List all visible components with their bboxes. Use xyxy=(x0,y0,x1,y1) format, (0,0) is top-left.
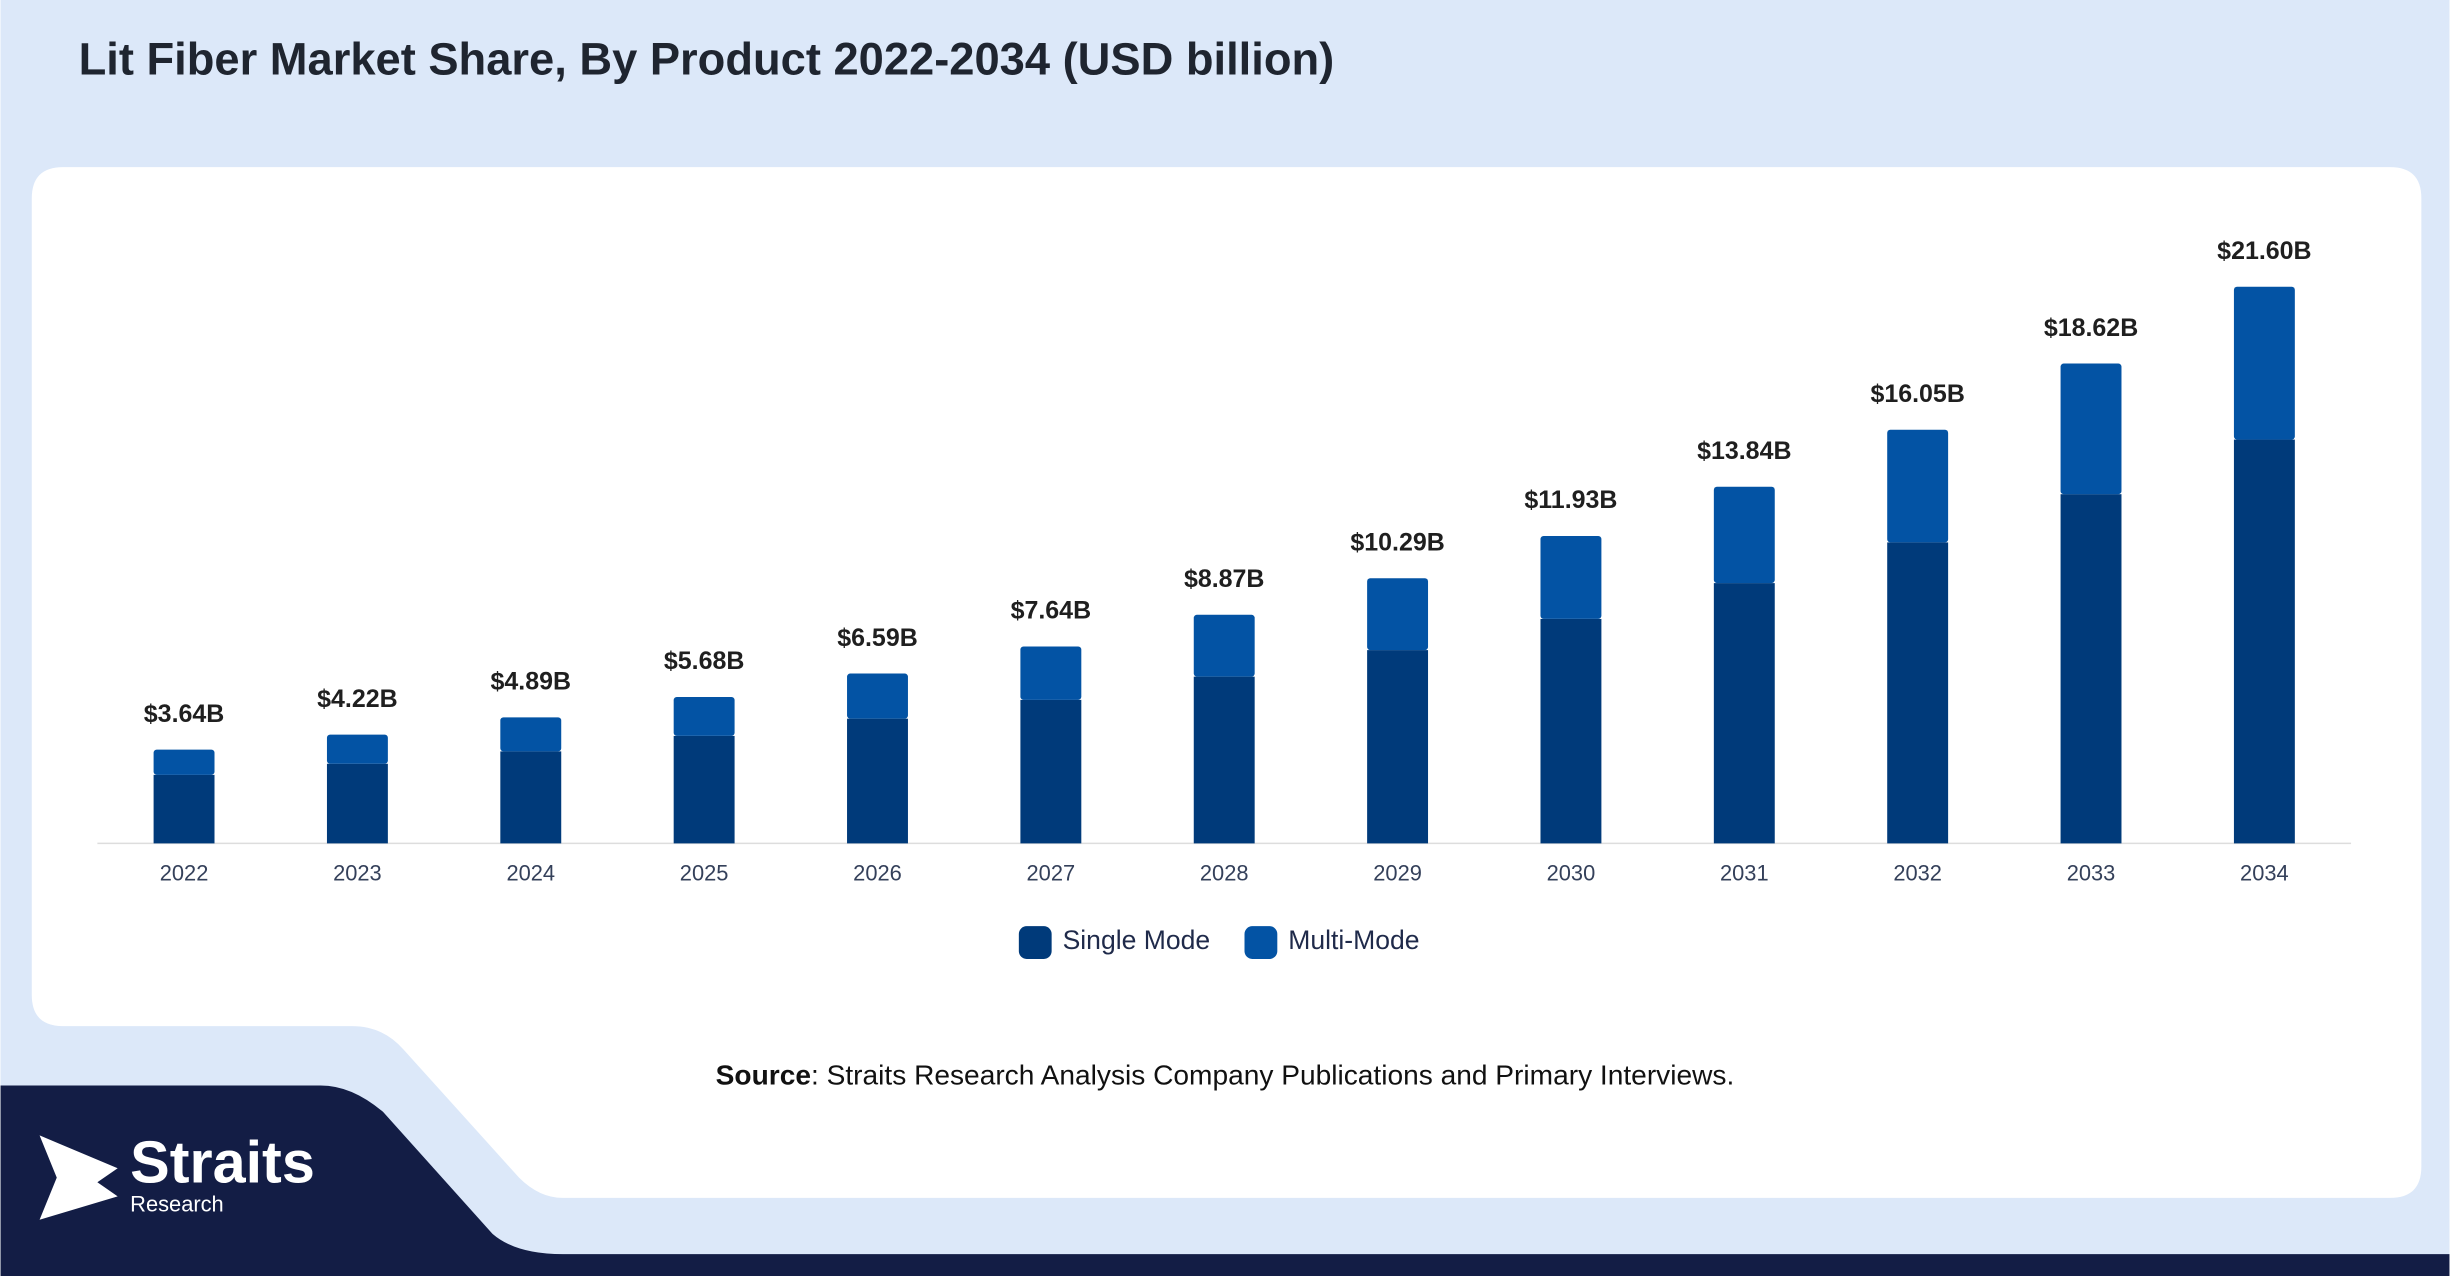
logo-sub: Research xyxy=(130,1191,224,1216)
legend-swatch xyxy=(1244,926,1278,959)
bar-segment xyxy=(1713,583,1775,844)
total-label: $13.84B xyxy=(1697,437,1791,465)
x-tick-label: 2025 xyxy=(680,860,729,885)
bar-segment xyxy=(500,717,562,752)
total-label: $11.93B xyxy=(1524,486,1617,514)
bar-segment xyxy=(1540,535,1602,619)
source-label: Source xyxy=(716,1060,811,1091)
total-label: $21.60B xyxy=(2217,237,2311,265)
x-tick-label: 2034 xyxy=(2240,860,2289,885)
bar-segment xyxy=(500,751,562,844)
x-tick-label: 2026 xyxy=(853,860,902,885)
total-label: $5.68B xyxy=(664,647,745,675)
bar-segment xyxy=(153,774,215,844)
total-label: $4.89B xyxy=(491,668,572,696)
bar-segment xyxy=(326,763,388,844)
footer-band xyxy=(0,1085,2450,1276)
source-text: : Straits Research Analysis Company Publ… xyxy=(811,1060,1734,1091)
total-label: $10.29B xyxy=(1350,528,1444,556)
x-tick-label: 2027 xyxy=(1027,860,1076,885)
logo-name: Straits xyxy=(130,1128,315,1195)
bar-segment xyxy=(1713,486,1775,584)
legend-swatch xyxy=(1018,926,1052,959)
bar-segment xyxy=(1020,699,1082,844)
legend-label: Single Mode xyxy=(1063,925,1211,955)
x-tick-label: 2030 xyxy=(1547,860,1596,885)
logo-icon xyxy=(39,1135,118,1220)
x-tick-label: 2023 xyxy=(333,860,382,885)
total-label: $16.05B xyxy=(1870,380,1964,408)
bar-segment xyxy=(1193,614,1255,677)
bar-segment xyxy=(153,749,215,775)
x-tick-label: 2029 xyxy=(1373,860,1422,885)
bar-segment xyxy=(673,697,735,736)
bar-segment xyxy=(847,673,908,719)
x-tick-label: 2024 xyxy=(506,860,555,885)
bar-segment xyxy=(1540,618,1602,844)
bar-segment xyxy=(326,734,388,764)
total-label: $7.64B xyxy=(1011,597,1092,625)
x-tick-label: 2022 xyxy=(160,860,209,885)
bar-segment xyxy=(2060,494,2122,844)
bar-segment xyxy=(1367,578,1429,651)
bar-segment xyxy=(2060,363,2122,495)
total-label: $3.64B xyxy=(144,700,225,728)
bar-segment xyxy=(1193,676,1255,844)
x-tick-label: 2028 xyxy=(1200,860,1249,885)
total-label: $6.59B xyxy=(837,624,918,652)
chart-title: Lit Fiber Market Share, By Product 2022-… xyxy=(79,33,1335,84)
bar-segment xyxy=(1887,542,1949,844)
legend-label: Multi-Mode xyxy=(1288,925,1419,955)
bar-segment xyxy=(1020,646,1082,700)
bar-segment xyxy=(847,718,908,844)
x-tick-label: 2032 xyxy=(1893,860,1942,885)
bar-segment xyxy=(673,735,735,844)
x-tick-label: 2033 xyxy=(2067,860,2116,885)
total-label: $4.22B xyxy=(317,685,398,713)
bar-segment xyxy=(2233,439,2295,844)
bar-segment xyxy=(1887,429,1949,543)
bar-segment xyxy=(1367,650,1429,844)
bar-segment xyxy=(2233,286,2295,440)
total-label: $18.62B xyxy=(2044,314,2138,342)
source: Source: Straits Research Analysis Compan… xyxy=(716,1060,1735,1091)
total-label: $8.87B xyxy=(1184,565,1265,593)
x-tick-label: 2031 xyxy=(1720,860,1769,885)
